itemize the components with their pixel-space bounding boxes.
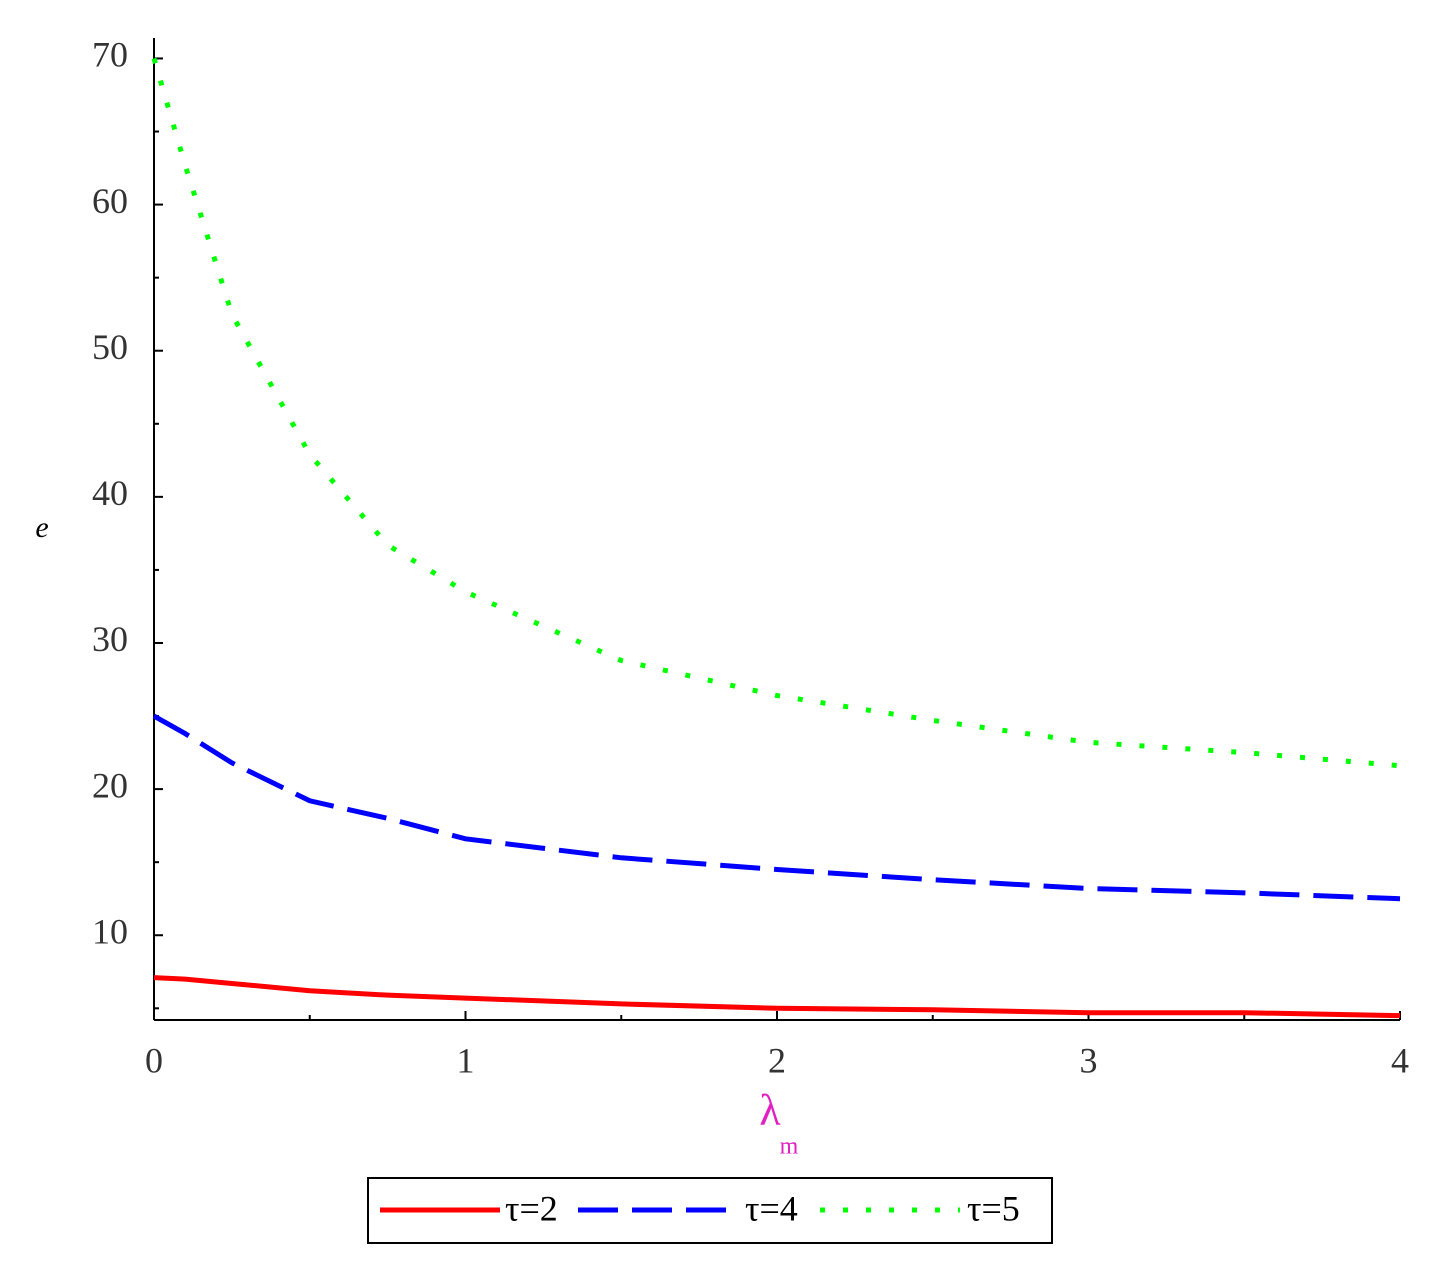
x-tick-label: 2 bbox=[768, 1040, 786, 1080]
x-tick-label: 3 bbox=[1080, 1040, 1098, 1080]
series-line bbox=[153, 975, 1401, 1019]
y-axis-label: e bbox=[35, 511, 48, 544]
x-tick-label: 4 bbox=[1391, 1040, 1409, 1080]
series-line bbox=[151, 57, 1401, 769]
x-tick-label: 1 bbox=[457, 1040, 475, 1080]
y-tick-label: 70 bbox=[92, 35, 128, 75]
y-tick-label: 30 bbox=[92, 619, 128, 659]
y-tick-label: 10 bbox=[92, 912, 128, 952]
y-tick-label: 40 bbox=[92, 473, 128, 513]
y-tick-label: 50 bbox=[92, 327, 128, 367]
legend-label: τ=2 bbox=[505, 1188, 558, 1228]
x-axis-label: λ bbox=[759, 1086, 781, 1135]
y-tick-label: 60 bbox=[92, 181, 128, 221]
x-tick-label: 0 bbox=[145, 1040, 163, 1080]
legend-label: τ=5 bbox=[967, 1188, 1020, 1228]
y-tick-label: 20 bbox=[92, 765, 128, 805]
legend-box bbox=[367, 1177, 1053, 1244]
series-line bbox=[152, 713, 1401, 902]
legend-label: τ=4 bbox=[745, 1188, 798, 1228]
x-axis-label-subscript: m bbox=[780, 1134, 799, 1160]
